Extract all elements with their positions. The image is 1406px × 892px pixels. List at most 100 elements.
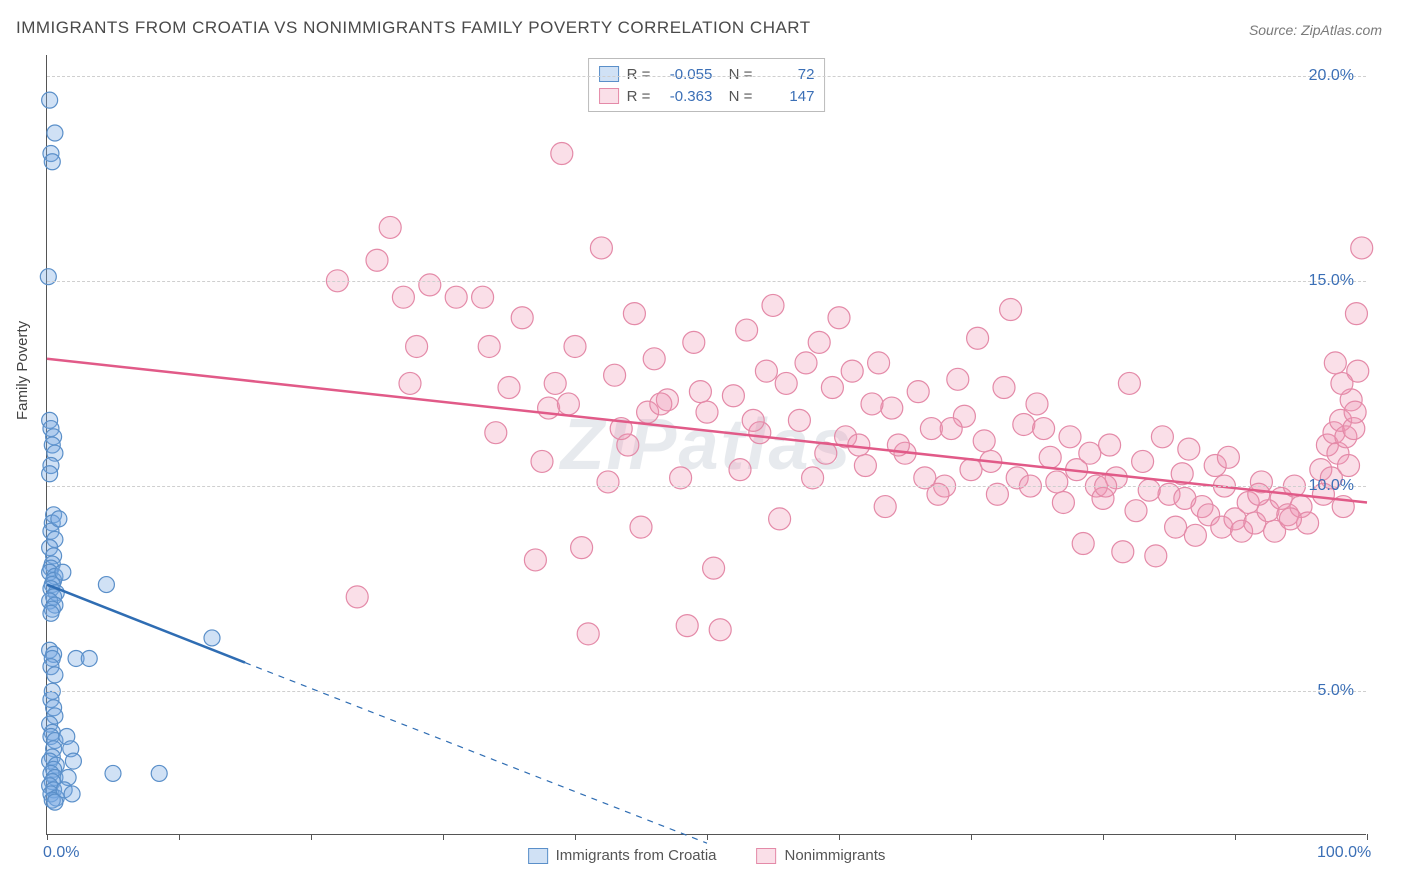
stats-row-1: R = -0.363 N = 147 bbox=[599, 85, 815, 107]
data-point bbox=[55, 564, 71, 580]
data-point bbox=[1059, 426, 1081, 448]
n-value-0: 72 bbox=[760, 66, 814, 83]
data-point bbox=[538, 397, 560, 419]
swatch-icon bbox=[757, 848, 777, 864]
data-point bbox=[43, 605, 59, 621]
data-point bbox=[346, 586, 368, 608]
legend-item-0: Immigrants from Croatia bbox=[528, 847, 717, 864]
r-value-0: -0.055 bbox=[658, 66, 712, 83]
swatch-icon bbox=[528, 848, 548, 864]
data-point bbox=[151, 765, 167, 781]
y-tick-label: 10.0% bbox=[1309, 477, 1354, 495]
data-point bbox=[64, 786, 80, 802]
data-point bbox=[947, 368, 969, 390]
data-point bbox=[1324, 352, 1346, 374]
data-point bbox=[821, 377, 843, 399]
data-point bbox=[676, 615, 698, 637]
data-point bbox=[993, 377, 1015, 399]
data-point bbox=[861, 393, 883, 415]
data-point bbox=[703, 557, 725, 579]
data-point bbox=[204, 630, 220, 646]
data-point bbox=[44, 154, 60, 170]
data-point bbox=[1118, 372, 1140, 394]
data-point bbox=[1039, 446, 1061, 468]
data-point bbox=[1178, 438, 1200, 460]
data-point bbox=[795, 352, 817, 374]
data-point bbox=[399, 372, 421, 394]
data-point bbox=[1132, 450, 1154, 472]
data-point bbox=[907, 381, 929, 403]
data-point bbox=[868, 352, 890, 374]
data-point bbox=[729, 459, 751, 481]
data-point bbox=[485, 422, 507, 444]
correlation-stats-legend: R = -0.055 N = 72 R = -0.363 N = 147 bbox=[588, 58, 826, 112]
data-point bbox=[597, 471, 619, 493]
series-legend: Immigrants from Croatia Nonimmigrants bbox=[528, 847, 886, 864]
chart-plot-area: ZIPatlas R = -0.055 N = 72 R = -0.363 N … bbox=[46, 55, 1366, 835]
data-point bbox=[105, 765, 121, 781]
data-point bbox=[683, 331, 705, 353]
data-point bbox=[650, 393, 672, 415]
data-point bbox=[406, 335, 428, 357]
legend-label-1: Nonimmigrants bbox=[785, 847, 886, 864]
data-point bbox=[874, 496, 896, 518]
data-point bbox=[42, 92, 58, 108]
data-point bbox=[445, 286, 467, 308]
x-tick-label: 100.0% bbox=[1317, 844, 1371, 862]
data-point bbox=[551, 143, 573, 165]
data-point bbox=[65, 753, 81, 769]
data-point bbox=[51, 511, 67, 527]
data-point bbox=[643, 348, 665, 370]
data-point bbox=[1165, 516, 1187, 538]
data-point bbox=[544, 372, 566, 394]
data-point bbox=[531, 450, 553, 472]
data-point bbox=[828, 307, 850, 329]
data-point bbox=[1145, 545, 1167, 567]
data-point bbox=[557, 393, 579, 415]
scatter-plot-svg bbox=[47, 55, 1366, 834]
data-point bbox=[472, 286, 494, 308]
data-point bbox=[742, 409, 764, 431]
data-point bbox=[392, 286, 414, 308]
n-label: N = bbox=[720, 66, 752, 83]
swatch-series-1 bbox=[599, 88, 619, 104]
data-point bbox=[788, 409, 810, 431]
trend-line-extrapolated bbox=[245, 663, 707, 844]
legend-item-1: Nonimmigrants bbox=[757, 847, 886, 864]
data-point bbox=[590, 237, 612, 259]
legend-label-0: Immigrants from Croatia bbox=[556, 847, 717, 864]
data-point bbox=[1099, 434, 1121, 456]
data-point bbox=[524, 549, 546, 571]
data-point bbox=[1013, 413, 1035, 435]
data-point bbox=[478, 335, 500, 357]
data-point bbox=[1033, 418, 1055, 440]
data-point bbox=[1138, 479, 1160, 501]
data-point bbox=[1026, 393, 1048, 415]
data-point bbox=[379, 216, 401, 238]
source-attribution: Source: ZipAtlas.com bbox=[1249, 22, 1382, 38]
data-point bbox=[1338, 455, 1360, 477]
stats-row-0: R = -0.055 N = 72 bbox=[599, 63, 815, 85]
data-point bbox=[689, 381, 711, 403]
data-point bbox=[571, 537, 593, 559]
data-point bbox=[623, 303, 645, 325]
data-point bbox=[1344, 401, 1366, 423]
data-point bbox=[604, 364, 626, 386]
data-point bbox=[511, 307, 533, 329]
data-point bbox=[1279, 508, 1301, 530]
n-value-1: 147 bbox=[760, 88, 814, 105]
r-value-1: -0.363 bbox=[658, 88, 712, 105]
r-label: R = bbox=[627, 66, 651, 83]
data-point bbox=[1052, 491, 1074, 513]
data-point bbox=[1072, 533, 1094, 555]
r-label: R = bbox=[627, 88, 651, 105]
data-point bbox=[1331, 372, 1353, 394]
chart-title: IMMIGRANTS FROM CROATIA VS NONIMMIGRANTS… bbox=[16, 18, 811, 38]
data-point bbox=[1345, 303, 1367, 325]
data-point bbox=[762, 294, 784, 316]
data-point bbox=[967, 327, 989, 349]
data-point bbox=[1000, 299, 1022, 321]
y-tick-label: 5.0% bbox=[1318, 682, 1354, 700]
data-point bbox=[940, 418, 962, 440]
y-tick-label: 15.0% bbox=[1309, 272, 1354, 290]
